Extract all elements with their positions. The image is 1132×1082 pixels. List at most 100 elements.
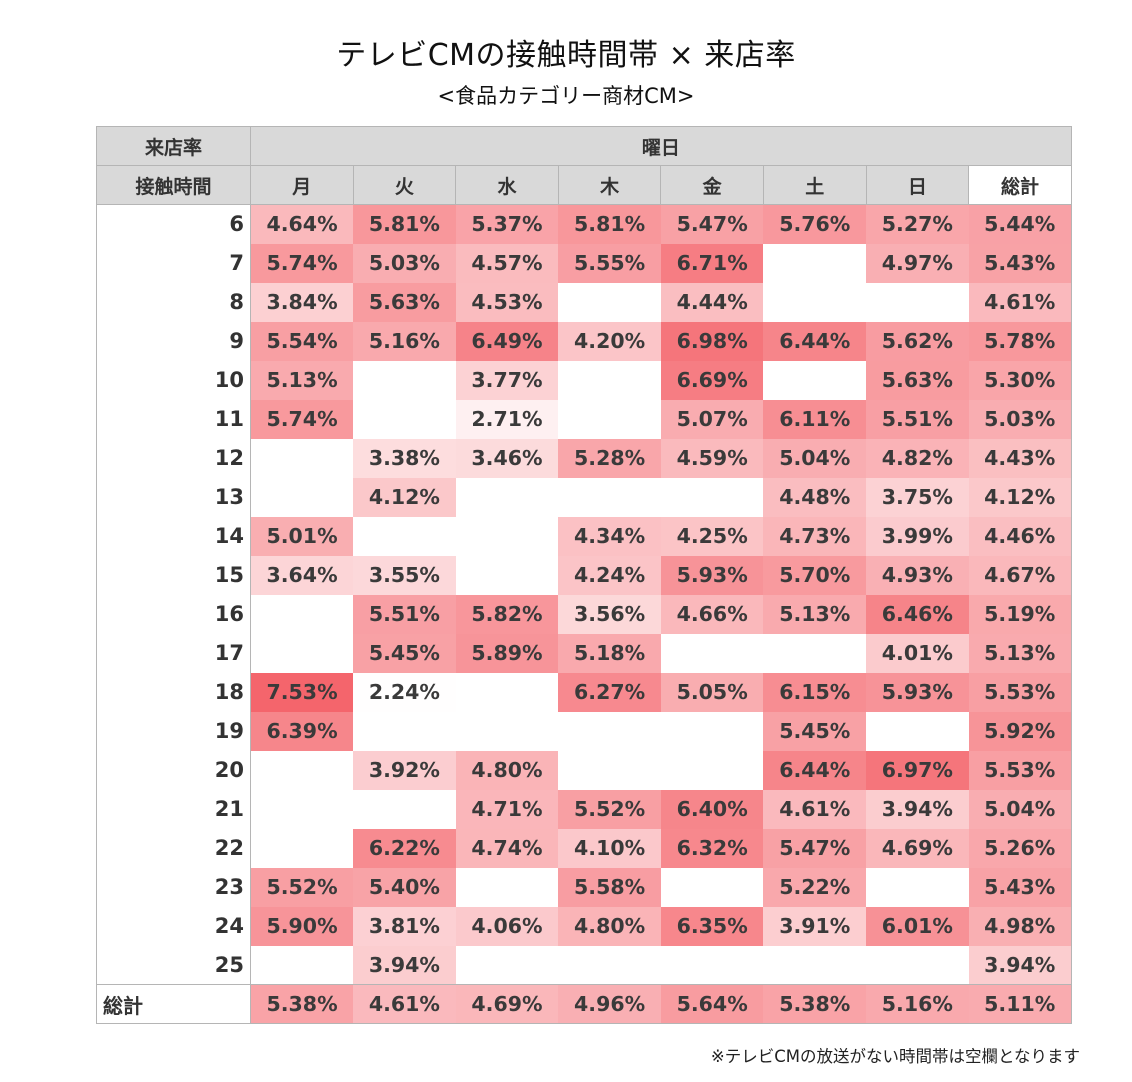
heatmap-cell — [558, 945, 661, 985]
heatmap-cell: 3.92% — [353, 750, 456, 790]
heatmap-cell: 5.82% — [455, 594, 559, 634]
heatmap-cell: 6.32% — [660, 828, 764, 868]
heatmap-cell — [353, 399, 456, 439]
heatmap-cell: 3.38% — [353, 438, 456, 478]
heatmap-cell: 4.12% — [353, 477, 456, 517]
heatmap-cell: 4.80% — [558, 906, 661, 946]
heatmap-cell: 6.39% — [250, 711, 354, 751]
heatmap-cell: 4.59% — [660, 438, 764, 478]
heatmap-cell: 4.44% — [660, 282, 764, 322]
heatmap-cell: 6.44% — [763, 321, 867, 361]
totals-label: 総計 — [96, 984, 251, 1024]
heatmap-cell: 4.12% — [968, 477, 1072, 517]
heatmap-cell: 5.03% — [353, 243, 456, 283]
heatmap-cell: 5.78% — [968, 321, 1072, 361]
heatmap-cell: 5.47% — [660, 204, 764, 244]
heatmap-cell — [250, 750, 354, 790]
totals-row: 総計 5.38% 4.61% 4.69% 4.96% 5.64% 5.38% 5.16% 5.1… — [96, 984, 1072, 1024]
heatmap-cell: 6.44% — [763, 750, 867, 790]
heatmap-cell — [763, 360, 867, 400]
heatmap-cell: 5.63% — [866, 360, 969, 400]
heatmap-cell: 5.03% — [968, 399, 1072, 439]
table-row: 25 3.94% 3.94% — [96, 945, 1072, 985]
heatmap-cell: 6.71% — [660, 243, 764, 283]
heatmap-cell: 5.74% — [250, 399, 354, 439]
heatmap-cell: 5.45% — [763, 711, 867, 751]
heatmap-cell: 4.73% — [763, 516, 867, 556]
heatmap-cell: 5.53% — [968, 750, 1072, 790]
heatmap-cell: 5.70% — [763, 555, 867, 595]
heatmap-cell: 4.43% — [968, 438, 1072, 478]
heatmap-cell: 4.48% — [763, 477, 867, 517]
heatmap-cell — [455, 711, 559, 751]
table-row: 16 5.51% 5.82% 3.56% 4.66% 5.13% 6.46% 5.19% — [96, 594, 1072, 634]
heatmap-cell: 6.49% — [455, 321, 559, 361]
heatmap-cell: 5.53% — [968, 672, 1072, 712]
heatmap-cell — [558, 477, 661, 517]
table-row: 6 4.64% 5.81% 5.37% 5.81% 5.47% 5.76% 5.27% 5.44… — [96, 204, 1072, 244]
heatmap-cell — [763, 282, 867, 322]
heatmap-cell: 5.93% — [660, 555, 764, 595]
row-axis-label: 接触時間 — [96, 165, 251, 205]
heatmap-cell: 4.61% — [968, 282, 1072, 322]
heatmap-body: 6 4.64% 5.81% 5.37% 5.81% 5.47% 5.76% 5.27% 5.44… — [96, 204, 1072, 1024]
heatmap-cell — [455, 867, 559, 907]
heatmap-cell: 3.55% — [353, 555, 456, 595]
heatmap-cell: 5.89% — [455, 633, 559, 673]
heatmap-cell — [660, 750, 764, 790]
row-label: 13 — [96, 477, 251, 517]
table-row: 21 4.71% 5.52% 6.40% 4.61% 3.94% 5.04% — [96, 789, 1072, 829]
row-label: 8 — [96, 282, 251, 322]
heatmap-cell: 2.71% — [455, 399, 559, 439]
total-cell: 5.38% — [763, 984, 867, 1024]
heatmap-cell — [353, 516, 456, 556]
heatmap-cell: 5.74% — [250, 243, 354, 283]
heatmap-cell: 5.63% — [353, 282, 456, 322]
heatmap-table: 来店率 曜日 接触時間 月火水木金土日総計 6 4.64% 5.81% 5.37% 5.… — [96, 126, 1072, 1024]
heatmap-cell — [250, 828, 354, 868]
column-header: 火 — [352, 165, 457, 205]
row-label: 10 — [96, 360, 251, 400]
heatmap-cell: 3.91% — [763, 906, 867, 946]
heatmap-cell: 3.94% — [866, 789, 969, 829]
heatmap-cell: 4.10% — [558, 828, 661, 868]
heatmap-cell: 5.81% — [353, 204, 456, 244]
row-label: 24 — [96, 906, 251, 946]
heatmap-cell: 5.07% — [660, 399, 764, 439]
total-cell: 5.16% — [866, 984, 969, 1024]
heatmap-cell: 7.53% — [250, 672, 354, 712]
row-label: 15 — [96, 555, 251, 595]
heatmap-cell: 4.74% — [455, 828, 559, 868]
heatmap-cell: 4.98% — [968, 906, 1072, 946]
heatmap-cell: 4.82% — [866, 438, 969, 478]
heatmap-cell — [250, 789, 354, 829]
heatmap-cell: 4.25% — [660, 516, 764, 556]
heatmap-cell — [558, 360, 661, 400]
heatmap-cell: 5.93% — [866, 672, 969, 712]
total-cell: 4.69% — [455, 984, 559, 1024]
row-label: 18 — [96, 672, 251, 712]
heatmap-cell: 4.57% — [455, 243, 559, 283]
heatmap-cell: 3.94% — [353, 945, 456, 985]
heatmap-cell: 3.46% — [455, 438, 559, 478]
heatmap-cell: 5.54% — [250, 321, 354, 361]
heatmap-cell: 6.01% — [866, 906, 969, 946]
row-label: 21 — [96, 789, 251, 829]
heatmap-cell — [660, 477, 764, 517]
row-label: 25 — [96, 945, 251, 985]
chart-title: テレビCMの接触時間帯 × 来店率 — [336, 38, 796, 73]
row-label: 14 — [96, 516, 251, 556]
heatmap-cell — [866, 867, 969, 907]
heatmap-cell: 6.69% — [660, 360, 764, 400]
heatmap-cell: 5.40% — [353, 867, 456, 907]
heatmap-cell: 5.47% — [763, 828, 867, 868]
heatmap-cell: 5.76% — [763, 204, 867, 244]
heatmap-cell: 5.44% — [968, 204, 1072, 244]
heatmap-cell: 4.34% — [558, 516, 661, 556]
heatmap-cell: 5.45% — [353, 633, 456, 673]
column-header: 土 — [762, 165, 867, 205]
heatmap-cell: 4.69% — [866, 828, 969, 868]
heatmap-cell: 5.52% — [250, 867, 354, 907]
heatmap-cell: 3.56% — [558, 594, 661, 634]
heatmap-cell — [353, 360, 456, 400]
